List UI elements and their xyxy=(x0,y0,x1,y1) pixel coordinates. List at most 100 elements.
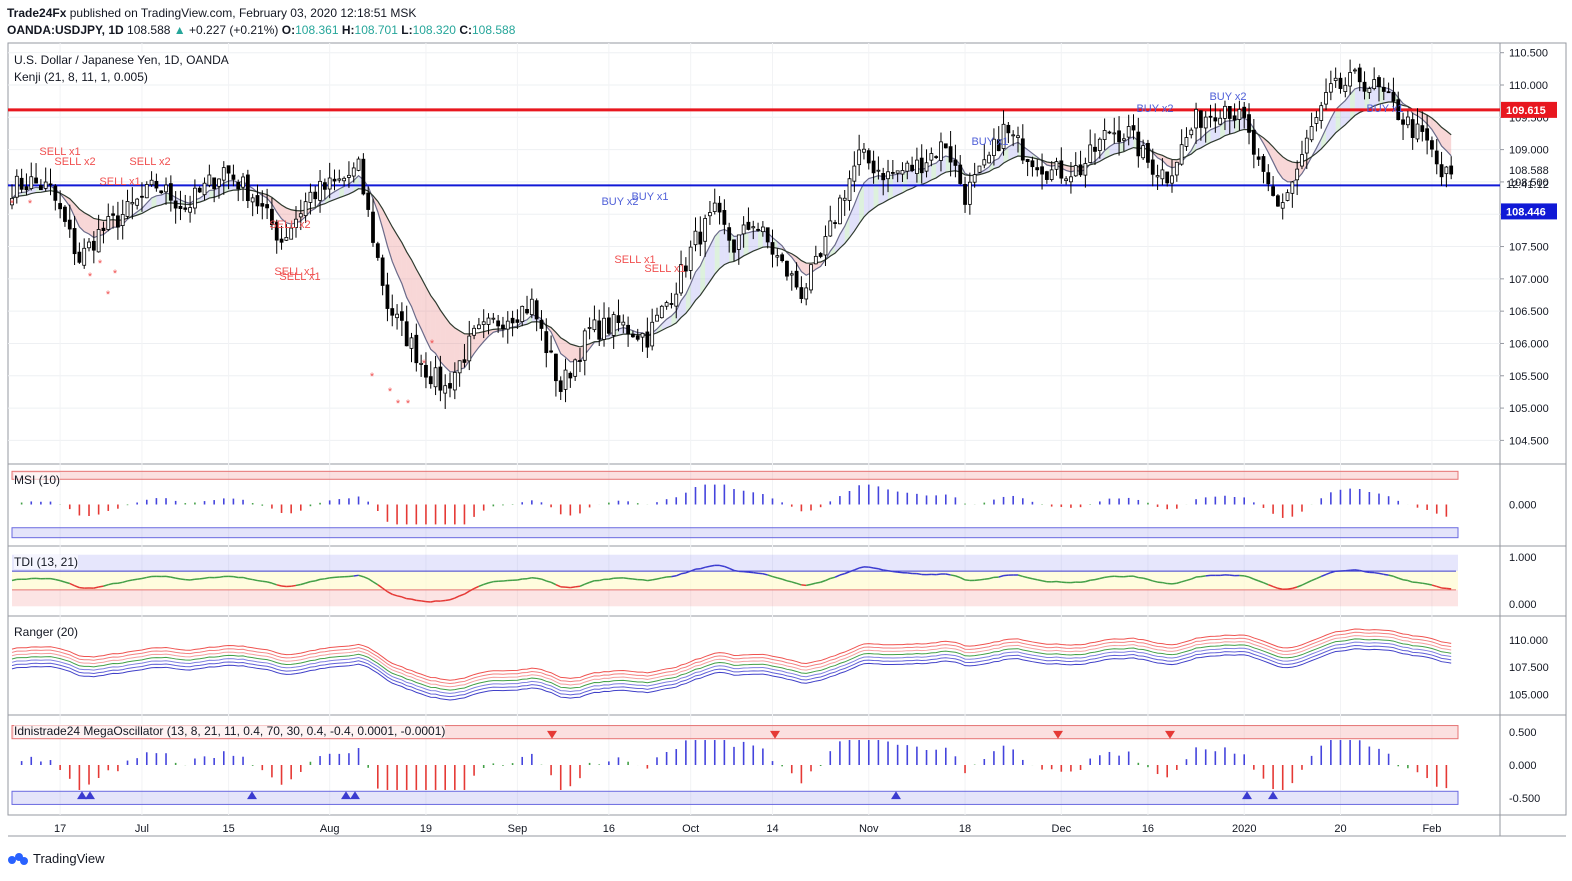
buy-signal-label: BUY x1 xyxy=(1366,103,1403,115)
candle-body xyxy=(1304,137,1309,154)
bar-countdown: 12:41:12 xyxy=(1506,179,1549,191)
candle xyxy=(833,219,837,229)
candle-body xyxy=(640,332,645,338)
candle xyxy=(563,358,568,403)
candle-body xyxy=(443,385,448,394)
ranger-pane-label[interactable]: Ranger (20) xyxy=(14,625,79,639)
cloud-segment xyxy=(777,241,783,250)
cloud-segment xyxy=(425,286,431,350)
tdi-line-segment xyxy=(363,576,369,580)
candle-body xyxy=(895,170,900,174)
main-pane-title: U.S. Dollar / Japanese Yen, 1D, OANDA xyxy=(14,53,229,67)
tradingview-brand[interactable]: TradingView xyxy=(7,851,105,866)
candle xyxy=(154,173,159,192)
candle-body xyxy=(486,317,491,325)
kenji-indicator-label[interactable]: Kenji (21, 8, 11, 1, 0.005) xyxy=(14,70,148,84)
tdi-line-segment xyxy=(550,581,557,586)
candle-body xyxy=(929,153,934,161)
candle-body xyxy=(756,228,760,231)
candle-body xyxy=(481,321,486,325)
tdi-line-segment xyxy=(632,578,638,581)
candle-body xyxy=(1059,160,1064,179)
candle-body xyxy=(380,257,385,286)
candle-body xyxy=(982,159,987,166)
msi-pane-label[interactable]: MSI (10) xyxy=(14,473,61,487)
candle-body xyxy=(501,324,505,330)
candle-body xyxy=(347,174,351,178)
candle-body xyxy=(664,302,669,307)
candle-body xyxy=(804,287,809,300)
tdi-line-segment xyxy=(570,586,576,589)
candle xyxy=(727,222,732,253)
tdi-tick-label: 1.000 xyxy=(1509,552,1537,564)
candle xyxy=(1088,129,1093,164)
candle xyxy=(736,234,741,265)
candle-body xyxy=(866,150,871,164)
cloud-segment xyxy=(883,175,889,203)
candle xyxy=(1357,63,1362,92)
mega-oscillator-pane-label[interactable]: Idnistrade24 MegaOscillator (13, 8, 21, … xyxy=(14,724,446,738)
tdi-line-segment xyxy=(671,575,677,578)
candle-body xyxy=(438,366,443,391)
candle-body xyxy=(87,241,91,249)
candle-body xyxy=(1377,77,1381,88)
candle xyxy=(746,207,751,231)
cloud-segment xyxy=(575,345,580,362)
tdi-line-segment xyxy=(541,578,547,582)
cloud-segment xyxy=(1287,160,1293,182)
candle xyxy=(1386,82,1391,94)
candle-body xyxy=(322,182,327,190)
candle-body xyxy=(809,264,813,291)
tdi-line-segment xyxy=(262,580,268,583)
candle-body xyxy=(587,327,592,329)
candle-body xyxy=(342,177,347,182)
signal-star-marker: * xyxy=(10,198,15,210)
candle-body xyxy=(645,331,650,348)
candle-body xyxy=(154,180,159,189)
candle xyxy=(693,217,698,252)
candle-body xyxy=(529,298,534,316)
candle xyxy=(842,190,847,216)
candle xyxy=(1367,86,1372,99)
candle-body xyxy=(284,237,289,241)
candle-body xyxy=(183,207,188,210)
candle xyxy=(1449,156,1454,180)
candle-body xyxy=(1266,172,1271,185)
tdi-line-segment xyxy=(488,580,494,584)
candle-body xyxy=(1218,117,1223,125)
tdi-line-segment xyxy=(502,579,508,582)
tdi-line-segment xyxy=(868,566,874,569)
cloud-segment xyxy=(1008,144,1014,161)
candle-body xyxy=(693,230,698,246)
tdi-line-segment xyxy=(26,577,32,580)
candle-body xyxy=(703,218,708,242)
tdi-line-segment xyxy=(1320,573,1327,578)
tdi-line-segment xyxy=(878,568,884,571)
tdi-line-segment xyxy=(1431,584,1437,588)
candle xyxy=(159,190,164,195)
publisher-name[interactable]: Trade24Fx xyxy=(7,6,67,20)
candle-body xyxy=(496,320,501,327)
candle xyxy=(597,309,602,347)
tdi-line-segment xyxy=(1258,580,1264,584)
x-tick-label: 20 xyxy=(1334,823,1346,835)
candle-body xyxy=(741,224,746,235)
cloud-segment xyxy=(483,330,489,342)
tdi-line-segment xyxy=(964,579,970,582)
candle-body xyxy=(82,247,87,266)
tdi-line-segment xyxy=(810,582,817,586)
tdi-line-segment xyxy=(1003,574,1009,577)
candle xyxy=(351,162,356,183)
candle-body xyxy=(1064,178,1069,182)
candle-body xyxy=(1117,130,1121,143)
tdi-line-segment xyxy=(242,576,249,580)
candle xyxy=(202,177,207,201)
tdi-pane-label[interactable]: TDI (13, 21) xyxy=(14,555,79,569)
signal-star-marker: * xyxy=(88,271,93,283)
candle-body xyxy=(255,195,260,207)
candle xyxy=(770,229,775,268)
tdi-line-segment xyxy=(685,570,691,574)
tdi-line-segment xyxy=(1171,582,1177,585)
candle xyxy=(1372,67,1377,91)
